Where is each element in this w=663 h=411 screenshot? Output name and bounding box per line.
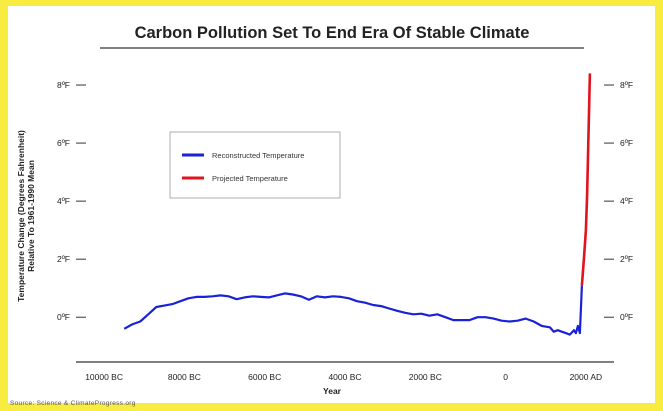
y-tick-label-right-1: 2ºF <box>620 254 633 264</box>
legend-label-reconstructed: Reconstructed Temperature <box>212 151 304 160</box>
x-tick-label-4: 2000 BC <box>409 372 442 382</box>
x-tick-label-2: 6000 BC <box>248 372 281 382</box>
y-tick-label-right-3: 6ºF <box>620 138 633 148</box>
y-axis-left: 0ºF 2ºF 4ºF 6ºF 8ºF <box>57 80 86 322</box>
y-axis-title-line2: Relative To 1961-1990 Mean <box>26 160 36 272</box>
x-tick-label-6: 2000 AD <box>570 372 603 382</box>
x-tick-label-1: 8000 BC <box>168 372 201 382</box>
y-tick-label-right-0: 0ºF <box>620 312 633 322</box>
x-tick-label-5: 0 <box>503 372 508 382</box>
x-axis: 10000 BC 8000 BC 6000 BC 4000 BC 2000 BC 0 200… <box>85 372 602 382</box>
source-note: Source: Science & ClimateProgress.org <box>10 400 136 407</box>
y-tick-label-left-1: 2ºF <box>57 254 70 264</box>
y-tick-label-left-2: 4ºF <box>57 196 70 206</box>
y-tick-label-left-3: 6ºF <box>57 138 70 148</box>
series-line-projected <box>580 73 592 286</box>
x-tick-label-3: 4000 BC <box>328 372 361 382</box>
y-axis-title-line1: Temperature Change (Degrees Fahrenheit) <box>16 130 26 302</box>
legend-box <box>169 131 341 199</box>
y-axis-right: 0ºF 2ºF 4ºF 6ºF 8ºF <box>604 80 633 322</box>
y-tick-label-right-2: 4ºF <box>620 196 633 206</box>
series-line-reconstructed <box>123 285 583 336</box>
legend: Reconstructed Temperature Projected Temp… <box>169 131 341 199</box>
chart-frame: Carbon Pollution Set To End Era Of Stabl… <box>8 6 655 403</box>
y-tick-label-right-4: 8ºF <box>620 80 633 90</box>
y-tick-label-left-4: 8ºF <box>57 80 70 90</box>
y-axis-title: Temperature Change (Degrees Fahrenheit) … <box>16 130 36 302</box>
y-tick-label-left-0: 0ºF <box>57 312 70 322</box>
temperature-chart: Carbon Pollution Set To End Era Of Stabl… <box>16 24 633 396</box>
chart-title: Carbon Pollution Set To End Era Of Stabl… <box>135 24 530 42</box>
legend-label-projected: Projected Temperature <box>212 174 288 183</box>
x-axis-title: Year <box>323 386 342 396</box>
series-layer <box>123 73 592 336</box>
x-tick-label-0: 10000 BC <box>85 372 123 382</box>
